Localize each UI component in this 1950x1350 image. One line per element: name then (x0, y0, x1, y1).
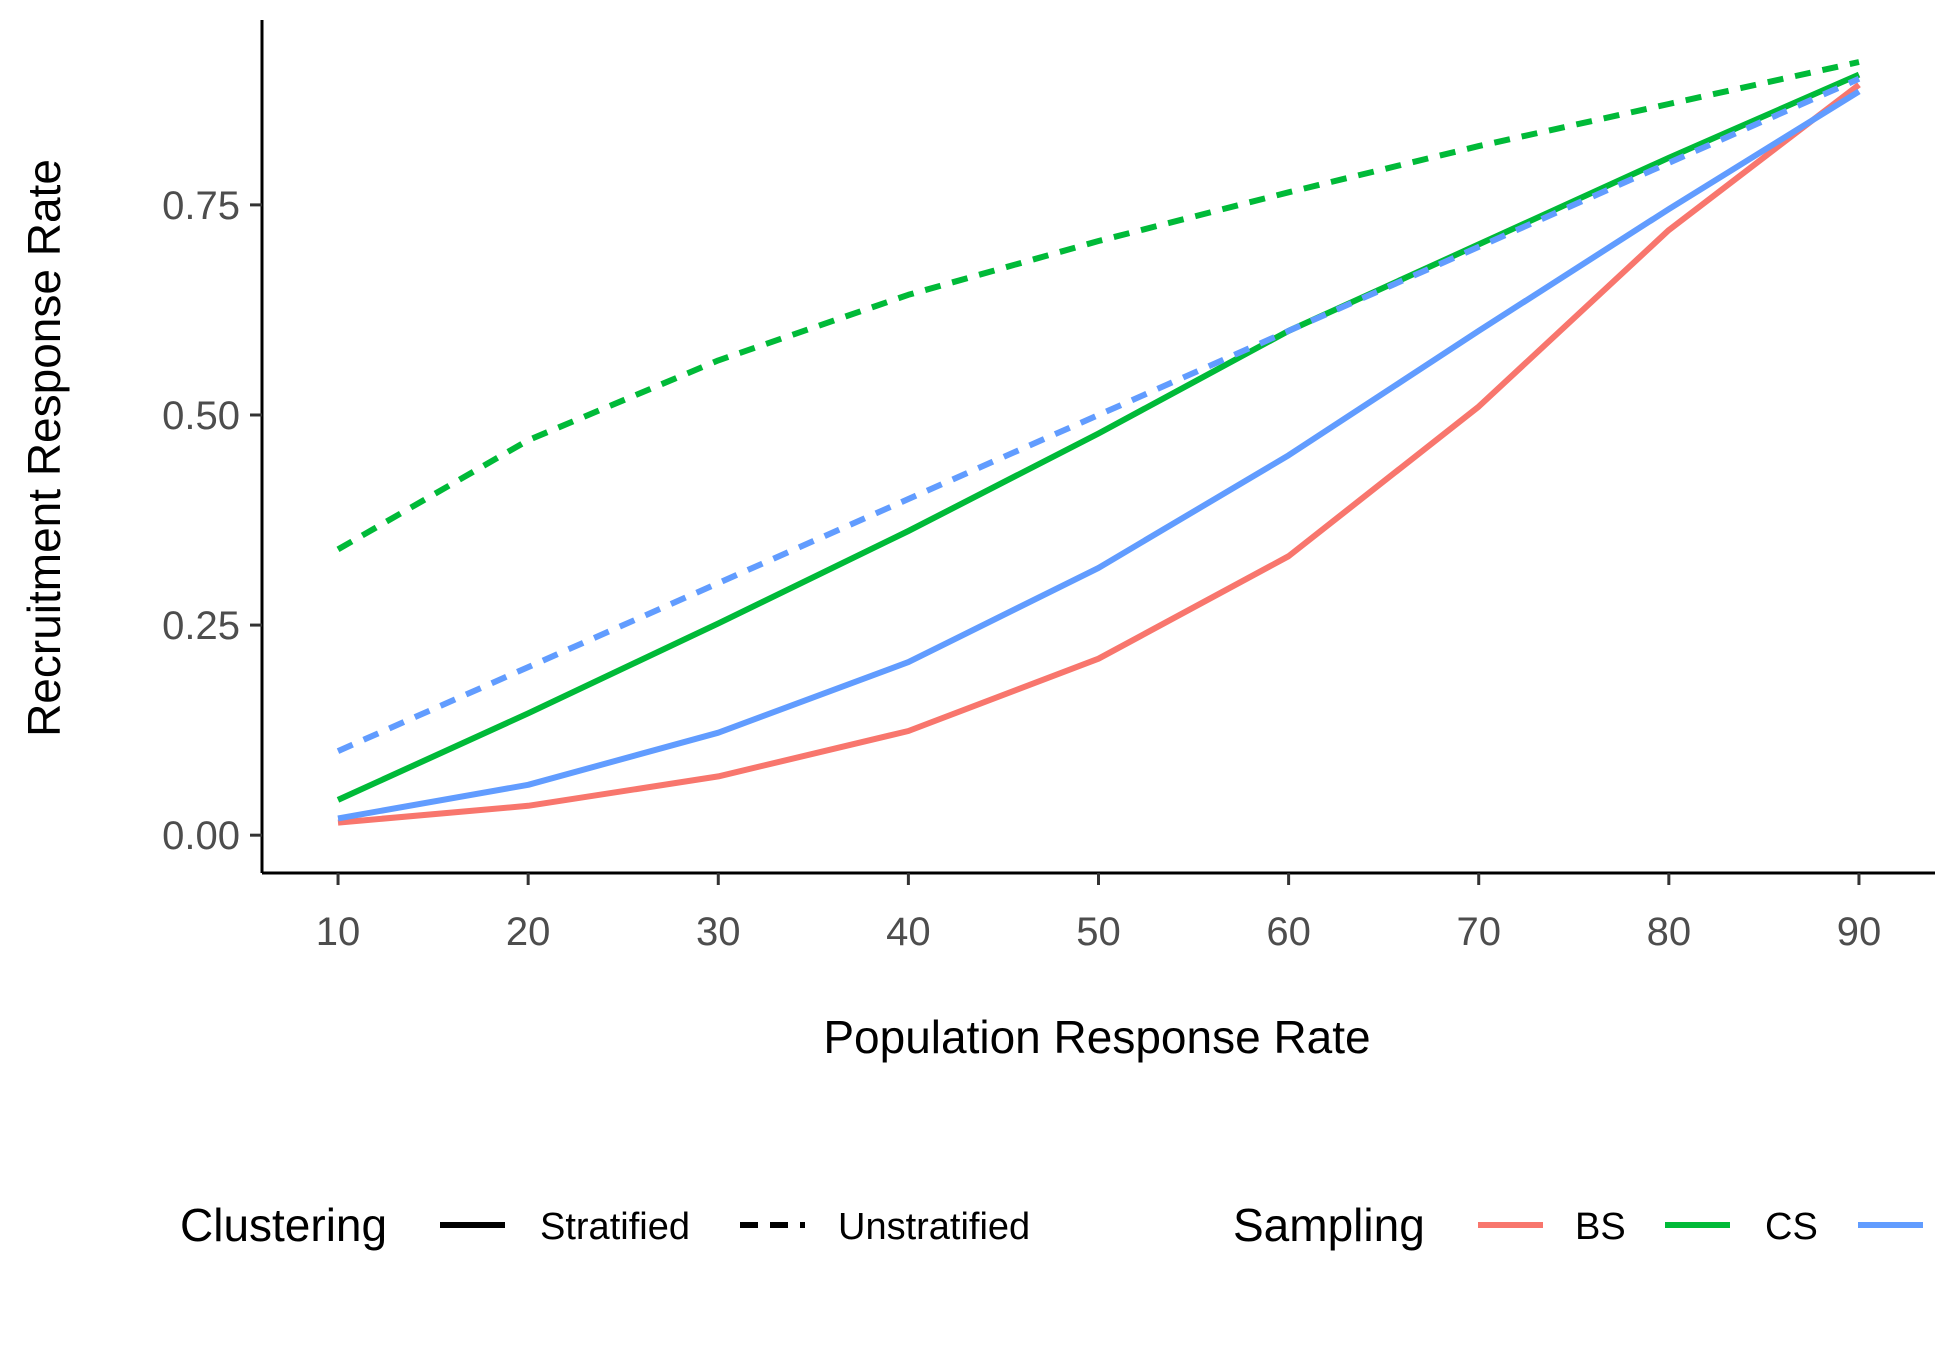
y-tick-label: 0.75 (162, 184, 240, 228)
y-tick-label: 0.50 (162, 394, 240, 438)
legend-label-unstratified: Unstratified (838, 1206, 1030, 1248)
legend-label-bs: BS (1575, 1206, 1626, 1248)
x-tick-label: 80 (1647, 910, 1692, 954)
x-tick-label: 70 (1456, 910, 1501, 954)
legend-label-stratified: Stratified (540, 1206, 690, 1248)
x-tick-label: 50 (1076, 910, 1121, 954)
series-lines (336, 59, 1861, 826)
y-axis: 0.00 0.25 0.50 0.75 (162, 20, 264, 873)
x-tick-label: 30 (696, 910, 741, 954)
x-axis: 10 20 30 40 50 60 70 80 90 (262, 871, 1935, 954)
x-tick-label: 60 (1266, 910, 1311, 954)
series-line-third-unstratified (336, 76, 1861, 754)
legend-sampling: Sampling BS CS (1233, 1199, 1923, 1251)
y-axis-title: Recruitment Response Rate (18, 159, 70, 737)
x-tick-label: 90 (1837, 910, 1882, 954)
x-tick-label: 40 (886, 910, 931, 954)
x-tick-label: 10 (316, 910, 361, 954)
series-line-third-stratified (337, 88, 1861, 822)
legend-clustering: Clustering Stratified Unstratified (180, 1199, 1030, 1251)
legend-label-cs: CS (1765, 1206, 1818, 1248)
y-tick-label: 0.00 (162, 814, 240, 858)
series-line-cs-stratified (336, 71, 1861, 803)
x-axis-title: Population Response Rate (823, 1011, 1370, 1063)
x-tick-label: 20 (506, 910, 551, 954)
legend-sampling-title: Sampling (1233, 1199, 1425, 1251)
legend: Clustering Stratified Unstratified Sampl… (180, 1199, 1923, 1251)
y-tick-label: 0.25 (162, 604, 240, 648)
series-line-cs-unstratified (336, 59, 1860, 553)
legend-clustering-title: Clustering (180, 1199, 387, 1251)
series-line-bs-stratified (337, 82, 1861, 826)
